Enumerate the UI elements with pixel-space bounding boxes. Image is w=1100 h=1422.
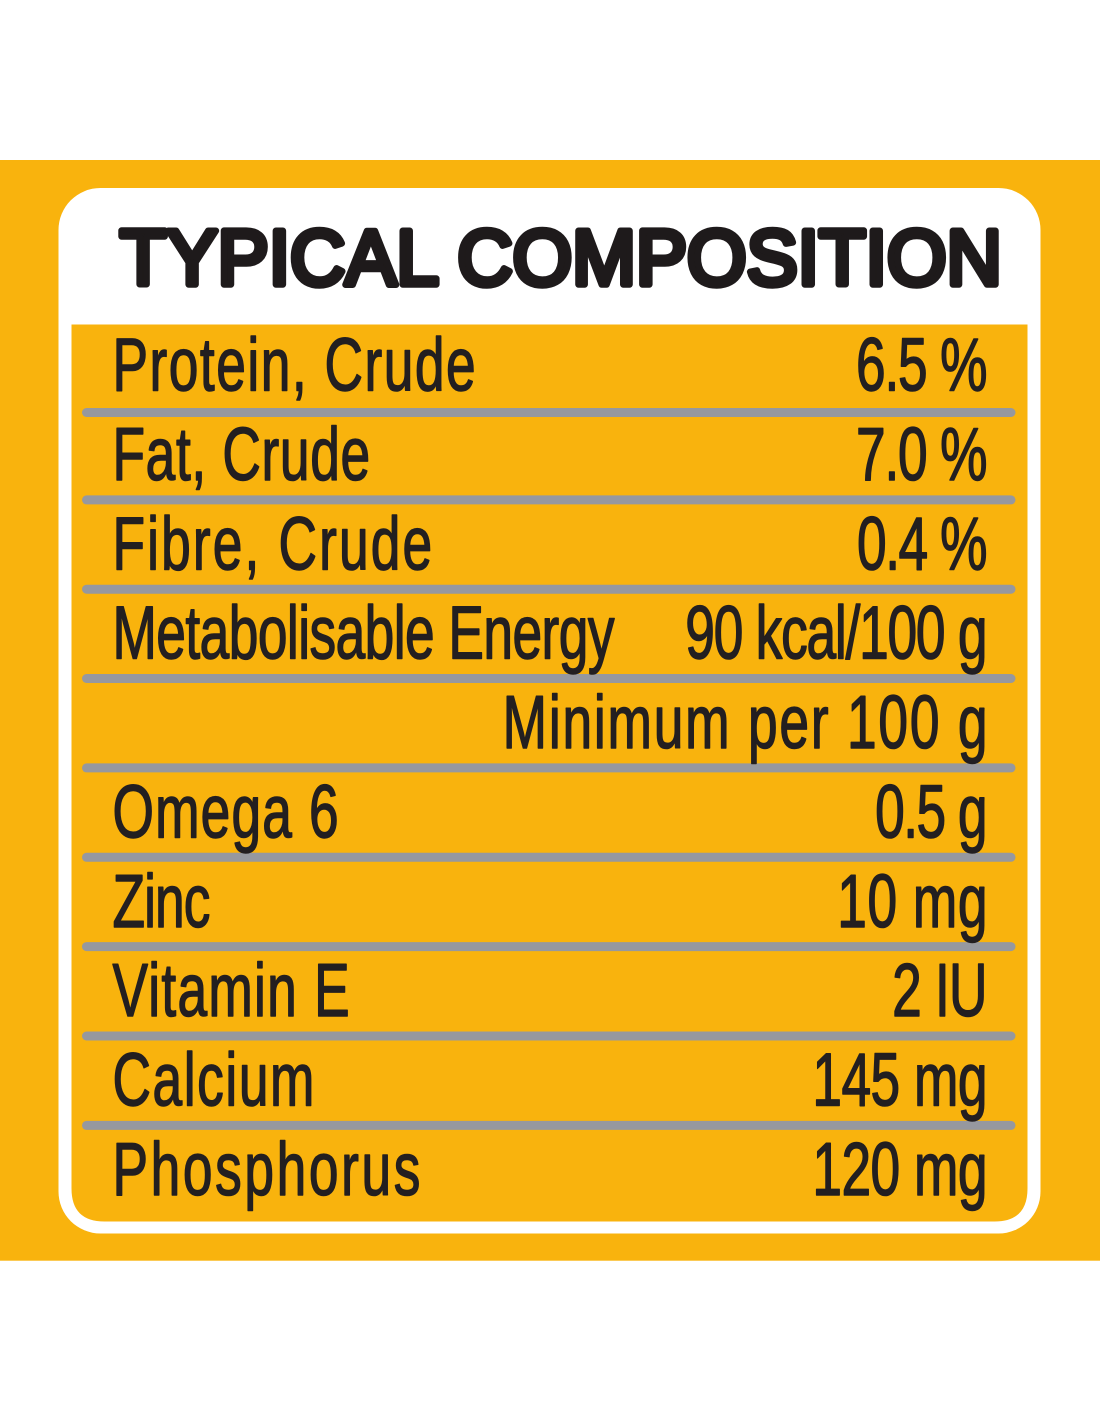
svg-text:Vitamin E: Vitamin E <box>112 948 349 1032</box>
svg-text:Fat, Crude: Fat, Crude <box>112 412 370 496</box>
svg-text:Metabolisable Energy: Metabolisable Energy <box>112 591 614 675</box>
svg-text:10 mg: 10 mg <box>837 859 987 943</box>
svg-text:120 mg: 120 mg <box>812 1127 987 1211</box>
svg-text:Zinc: Zinc <box>112 859 210 943</box>
svg-text:Protein, Crude: Protein, Crude <box>112 323 475 407</box>
svg-text:Fibre, Crude: Fibre, Crude <box>112 501 432 585</box>
svg-text:2 IU: 2 IU <box>892 948 987 1032</box>
svg-text:TYPICAL COMPOSITION: TYPICAL COMPOSITION <box>120 214 1002 302</box>
svg-text:Omega 6: Omega 6 <box>112 769 338 853</box>
svg-text:6.5 %: 6.5 % <box>856 323 987 407</box>
svg-text:7.0 %: 7.0 % <box>856 412 987 496</box>
svg-text:145 mg: 145 mg <box>812 1037 987 1121</box>
svg-text:Calcium: Calcium <box>112 1037 314 1121</box>
svg-text:Minimum per 100 g: Minimum per 100 g <box>503 680 988 764</box>
svg-text:Phosphorus: Phosphorus <box>112 1127 420 1211</box>
svg-text:90 kcal/100 g: 90 kcal/100 g <box>685 591 987 675</box>
svg-text:0.4 %: 0.4 % <box>857 501 987 585</box>
svg-text:0.5 g: 0.5 g <box>875 769 987 853</box>
